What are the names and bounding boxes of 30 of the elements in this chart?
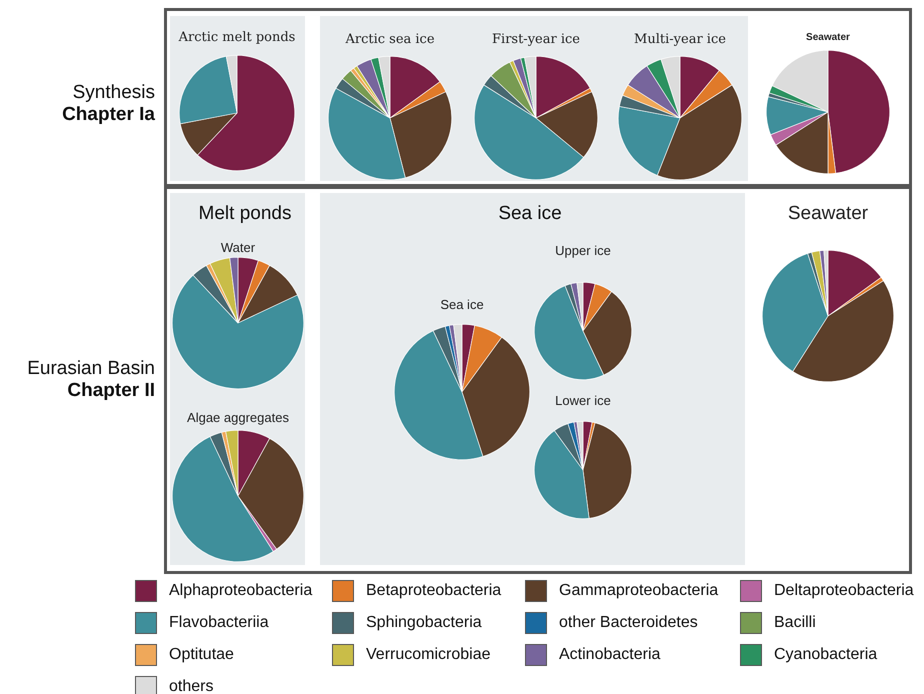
slice-label: Upper ice <box>554 243 612 258</box>
legend-label: other Bacteroidetes <box>559 614 698 632</box>
text: Melt ponds <box>198 203 292 225</box>
slice-label: Arctic sea ice <box>345 32 435 47</box>
text: Eurasian Basin <box>26 358 155 380</box>
slice-label: Sea ice <box>439 297 485 312</box>
legend-label: Cyanobacteria <box>774 646 878 664</box>
slice-label: Multi-year ice <box>633 32 727 47</box>
slice-label: Lower ice <box>554 393 612 408</box>
text: Chapter II <box>66 380 155 402</box>
text: Sea ice <box>497 203 563 225</box>
legend-label: Alphaproteobacteria <box>169 582 312 600</box>
text: Synthesis <box>72 82 155 104</box>
legend-label: others <box>169 678 214 694</box>
legend-label: Actinobacteria <box>559 646 660 664</box>
legend-label: Betaproteobacteria <box>366 582 502 600</box>
legend-label: Bacilli <box>774 614 816 632</box>
slice-label: Arctic melt ponds <box>178 30 296 45</box>
slice-label: Algae aggregates <box>186 410 290 425</box>
legend-label: Verrucomicrobiae <box>366 646 490 664</box>
slice-label: Seawater <box>805 32 851 43</box>
legend-label: Optitutae <box>169 646 234 664</box>
text: Chapter Ia <box>61 104 155 126</box>
legend-label: Deltaproteobacteria <box>774 582 914 600</box>
legend-label: Sphingobacteria <box>366 614 482 632</box>
slice-label: Seawater <box>786 203 870 225</box>
slice-label: First-year ice <box>491 32 581 47</box>
legend-label: Flavobacteriia <box>169 614 269 632</box>
legend-label: Gammaproteobacteria <box>559 582 718 600</box>
slice-label: Water <box>220 240 256 255</box>
